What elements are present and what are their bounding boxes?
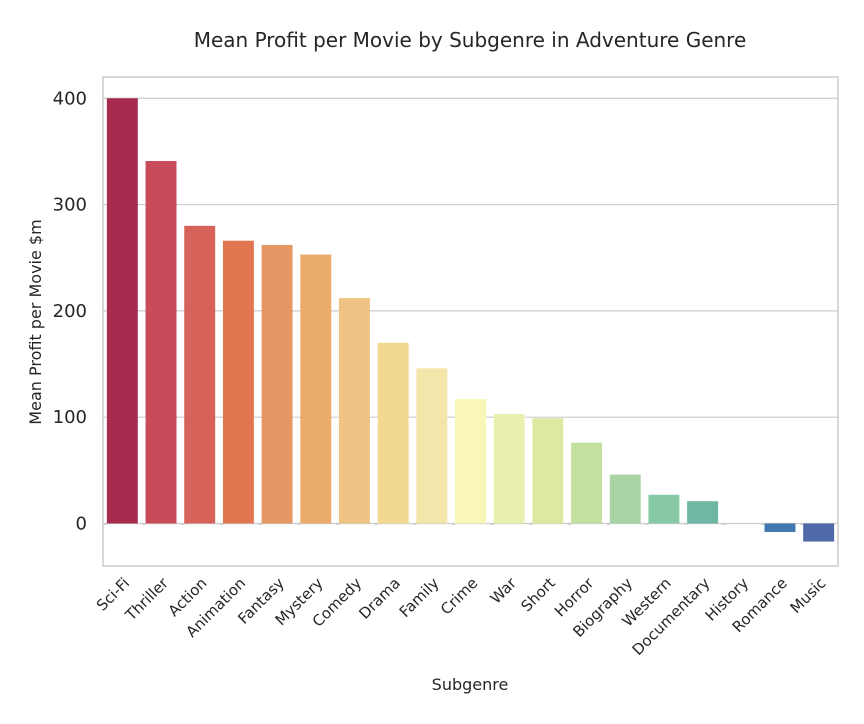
y-tick-label: 300 xyxy=(53,195,87,216)
bar-mystery xyxy=(300,254,332,524)
y-tick-label: 0 xyxy=(76,513,87,534)
x-axis-label: Subgenre xyxy=(432,675,509,694)
bar-music xyxy=(803,523,835,542)
bar-fantasy xyxy=(261,244,293,524)
bar-horror xyxy=(571,442,603,524)
chart-title: Mean Profit per Movie by Subgenre in Adv… xyxy=(194,28,747,52)
bar-family xyxy=(416,368,448,524)
bar-western xyxy=(648,494,680,524)
y-axis-label: Mean Profit per Movie $m xyxy=(26,219,45,424)
y-tick-label: 200 xyxy=(53,301,87,322)
bar-action xyxy=(184,225,216,524)
bar-biography xyxy=(609,474,641,524)
x-axis-ticks: Sci-FiThrillerActionAnimationFantasyMyst… xyxy=(93,574,830,659)
bar-thriller xyxy=(145,160,177,524)
y-tick-label: 400 xyxy=(53,88,87,109)
bar-documentary xyxy=(687,501,719,524)
bar-comedy xyxy=(338,298,370,524)
plot-frame xyxy=(102,76,839,567)
bar-short xyxy=(532,418,564,524)
y-axis-ticks: 0 100 200 300 400 xyxy=(53,88,87,534)
x-tick-label: Drama xyxy=(355,574,404,623)
y-tick-label: 100 xyxy=(53,407,87,428)
bar-drama xyxy=(377,342,409,524)
bar-war xyxy=(493,413,525,524)
bars xyxy=(106,98,835,542)
x-tick-label: Crime xyxy=(437,574,481,618)
x-tick-label: Family xyxy=(396,574,443,621)
bar-romance xyxy=(764,523,796,532)
x-tick-label: Thriller xyxy=(121,574,172,625)
x-tick-label: War xyxy=(487,574,521,608)
x-tick-label: Music xyxy=(787,574,830,617)
bar-sci-fi xyxy=(106,98,138,524)
bar-animation xyxy=(222,240,254,524)
bar-crime xyxy=(455,399,486,524)
